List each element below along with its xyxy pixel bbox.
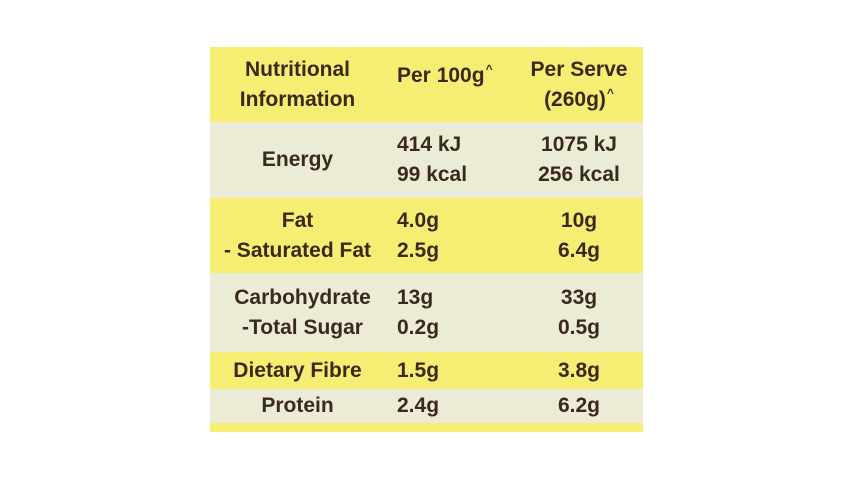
header-col1-line2: Information — [239, 87, 356, 111]
per-100g-line: 2.4g — [397, 394, 440, 417]
per-100g-line: 414 kJ — [397, 133, 462, 156]
header-col2-caret: ^ — [485, 62, 493, 76]
per-100g-line: 0.2g — [397, 315, 440, 339]
per-serve-value: 33g 0.5g — [515, 283, 643, 343]
per-serve-value: 6.2g — [515, 391, 643, 421]
nutrient-name-line: - Saturated Fat — [223, 238, 372, 262]
per-serve-line: 6.4g — [557, 238, 601, 262]
per-serve-line: 10g — [560, 208, 598, 232]
per-100g-line: 1.5g — [397, 358, 440, 382]
per-100g-value: 1.5g — [385, 356, 515, 386]
per-serve-line: 33g — [560, 285, 598, 309]
row-protein: Protein 2.4g 6.2g — [210, 389, 643, 423]
per-100g-line: 99 kcal — [397, 163, 468, 186]
header-nutritional-information: Nutritional Information — [210, 55, 385, 115]
per-serve-line: 0.5g — [557, 315, 601, 339]
per-serve-value: 3.8g — [515, 356, 643, 386]
nutrition-label: Nutritional Information Per 100g^ Per Se… — [210, 47, 643, 432]
header-col3-line2: (260g) — [544, 87, 606, 111]
nutrient-name: Protein — [210, 391, 385, 421]
per-serve-line: 1075 kJ — [541, 133, 617, 156]
per-serve-value: 10g 6.4g — [515, 206, 643, 266]
per-serve-line: 3.8g — [557, 358, 601, 382]
nutrient-name-line: Dietary Fibre — [233, 358, 362, 382]
per-100g-line: 4.0g — [397, 208, 440, 232]
per-serve-line: 256 kcal — [538, 163, 620, 186]
nutrient-name: Dietary Fibre — [210, 356, 385, 386]
row-carbohydrate: Carbohydrate -Total Sugar 13g 0.2g 33g 0… — [210, 273, 643, 352]
nutrient-name: Energy — [210, 145, 385, 175]
header-row: Nutritional Information Per 100g^ Per Se… — [210, 47, 643, 122]
nutrient-name: Fat - Saturated Fat — [210, 206, 385, 266]
nutrient-name-line: Carbohydrate — [234, 285, 371, 309]
nutrient-name-line: Energy — [261, 148, 334, 171]
bottom-band — [210, 423, 643, 432]
per-100g-value: 2.4g — [385, 391, 515, 421]
per-serve-line: 6.2g — [557, 394, 601, 417]
header-col3-line1: Per Serve — [530, 57, 628, 81]
per-100g-line: 13g — [397, 285, 434, 309]
header-col2-text: Per 100g — [397, 64, 485, 87]
header-per-100g: Per 100g^ — [385, 61, 515, 91]
per-serve-value: 1075 kJ 256 kcal — [515, 130, 643, 190]
nutrient-name: Carbohydrate -Total Sugar — [220, 283, 385, 343]
row-fat: Fat - Saturated Fat 4.0g 2.5g 10g 6.4g — [210, 198, 643, 273]
per-100g-line: 2.5g — [397, 238, 440, 262]
header-col3-caret: ^ — [606, 85, 614, 100]
nutrient-name-line: -Total Sugar — [242, 315, 363, 339]
per-100g-value: 414 kJ 99 kcal — [385, 130, 515, 190]
row-dietary-fibre: Dietary Fibre 1.5g 3.8g — [210, 352, 643, 389]
header-col1-line1: Nutritional — [245, 57, 350, 81]
nutrient-name-line: Fat — [281, 208, 314, 232]
per-100g-value: 4.0g 2.5g — [385, 206, 515, 266]
per-100g-value: 13g 0.2g — [385, 283, 515, 343]
row-energy: Energy 414 kJ 99 kcal 1075 kJ 256 kcal — [210, 122, 643, 198]
header-per-serve: Per Serve (260g)^ — [515, 55, 643, 115]
nutrient-name-line: Protein — [261, 394, 334, 417]
